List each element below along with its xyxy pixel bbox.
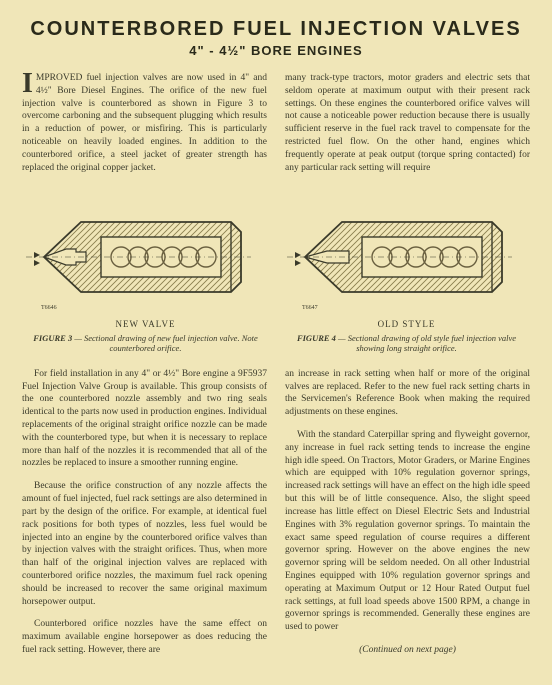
intro-columns: IMPROVED fuel injection valves are now u…: [22, 72, 530, 185]
intro-p2: many track-type tractors, motor graders …: [285, 72, 530, 175]
body-columns: For field installation in any 4" or 4½" …: [22, 368, 530, 667]
figure-left-caption: FIGURE 3 — Sectional drawing of new fuel…: [22, 333, 269, 354]
body-p4: an increase in rack setting when half or…: [285, 368, 530, 419]
page-subtitle: 4" - 4½" BORE ENGINES: [22, 43, 530, 58]
partno-right: T6647: [302, 305, 318, 311]
figure-left-label: NEW VALVE: [22, 319, 269, 329]
new-valve-drawing: T6646: [26, 197, 266, 317]
body-p3: Counterbored orifice nozzles have the sa…: [22, 618, 267, 656]
intro-p1: IMPROVED fuel injection valves are now u…: [22, 72, 267, 175]
body-p5: With the standard Caterpillar spring and…: [285, 429, 530, 634]
body-p2: Because the orifice construction of any …: [22, 480, 267, 608]
continued: (Continued on next page): [285, 644, 530, 657]
old-valve-drawing: T6647: [287, 197, 527, 317]
figure-left: T6646 NEW VALVE FIGURE 3 — Sectional dra…: [22, 197, 269, 354]
figure-row: T6646 NEW VALVE FIGURE 3 — Sectional dra…: [22, 197, 530, 354]
figure-right-label: OLD STYLE: [283, 319, 530, 329]
figure-right: T6647 OLD STYLE FIGURE 4 — Sectional dra…: [283, 197, 530, 354]
page-title: COUNTERBORED FUEL INJECTION VALVES: [22, 18, 530, 41]
partno-left: T6646: [41, 305, 57, 311]
figure-right-caption: FIGURE 4 — Sectional drawing of old styl…: [283, 333, 530, 354]
body-p1: For field installation in any 4" or 4½" …: [22, 368, 267, 471]
